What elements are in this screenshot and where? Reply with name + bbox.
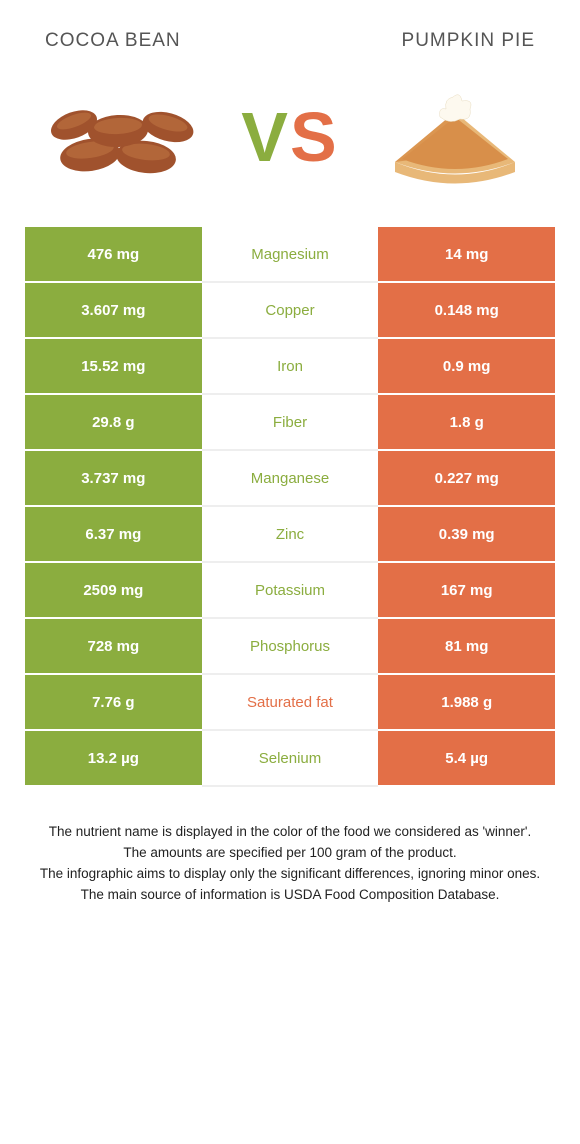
footnote-line: The amounts are specified per 100 gram o… [35,843,545,864]
table-row: 728 mgPhosphorus81 mg [25,619,555,675]
nutrient-label: Saturated fat [202,675,379,731]
right-value: 167 mg [378,563,555,619]
header: COCOA BEAN PUMPKIN PIE [25,30,555,77]
table-row: 6.37 mgZinc0.39 mg [25,507,555,563]
table-row: 476 mgMagnesium14 mg [25,227,555,283]
pumpkin-pie-icon [380,77,530,197]
left-value: 15.52 mg [25,339,202,395]
footnote-line: The nutrient name is displayed in the co… [35,822,545,843]
right-value: 1.8 g [378,395,555,451]
left-value: 728 mg [25,619,202,675]
nutrient-label: Zinc [202,507,379,563]
right-food-title: PUMPKIN PIE [402,30,535,52]
right-value: 0.148 mg [378,283,555,339]
left-value: 13.2 µg [25,731,202,787]
footnotes: The nutrient name is displayed in the co… [25,787,555,906]
footnote-line: The infographic aims to display only the… [35,864,545,885]
right-value: 5.4 µg [378,731,555,787]
right-value: 14 mg [378,227,555,283]
left-value: 476 mg [25,227,202,283]
footnote-line: The main source of information is USDA F… [35,885,545,906]
right-value: 0.39 mg [378,507,555,563]
infographic-container: COCOA BEAN PUMPKIN PIE VS [0,0,580,931]
cocoa-bean-icon [50,77,200,197]
left-value: 2509 mg [25,563,202,619]
left-value: 3.737 mg [25,451,202,507]
left-food-title: COCOA BEAN [45,30,181,52]
table-row: 3.607 mgCopper0.148 mg [25,283,555,339]
vs-s-letter: S [290,98,339,176]
left-value: 3.607 mg [25,283,202,339]
nutrient-table: 476 mgMagnesium14 mg3.607 mgCopper0.148 … [25,227,555,787]
table-row: 29.8 gFiber1.8 g [25,395,555,451]
right-value: 81 mg [378,619,555,675]
right-value: 0.9 mg [378,339,555,395]
left-value: 7.76 g [25,675,202,731]
left-value: 29.8 g [25,395,202,451]
nutrient-label: Phosphorus [202,619,379,675]
right-value: 1.988 g [378,675,555,731]
versus-row: VS [25,77,555,227]
table-row: 7.76 gSaturated fat1.988 g [25,675,555,731]
vs-label: VS [241,97,338,177]
nutrient-label: Copper [202,283,379,339]
left-value: 6.37 mg [25,507,202,563]
vs-v-letter: V [241,98,290,176]
nutrient-label: Iron [202,339,379,395]
nutrient-label: Selenium [202,731,379,787]
table-row: 13.2 µgSelenium5.4 µg [25,731,555,787]
nutrient-label: Magnesium [202,227,379,283]
nutrient-label: Fiber [202,395,379,451]
nutrient-label: Potassium [202,563,379,619]
table-row: 15.52 mgIron0.9 mg [25,339,555,395]
table-row: 2509 mgPotassium167 mg [25,563,555,619]
table-row: 3.737 mgManganese0.227 mg [25,451,555,507]
nutrient-label: Manganese [202,451,379,507]
right-value: 0.227 mg [378,451,555,507]
